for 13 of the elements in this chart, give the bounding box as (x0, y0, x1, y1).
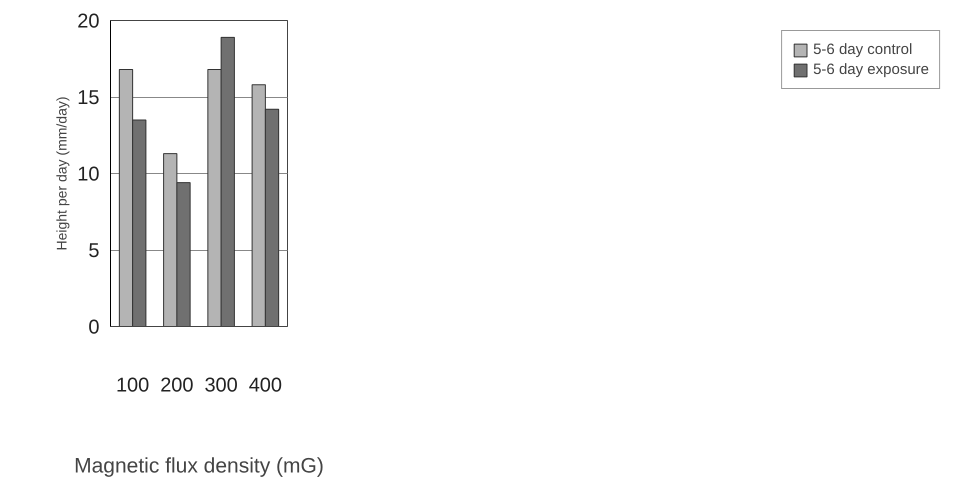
y-tick-label: 20 (77, 10, 100, 32)
legend-label: 5-6 day control (813, 41, 912, 58)
y-tick-label: 15 (77, 87, 100, 109)
x-tick-label: 300 (204, 374, 238, 396)
y-tick-label: 0 (88, 316, 100, 338)
y-tick-label: 5 (88, 240, 100, 262)
x-tick-label: 400 (248, 374, 282, 396)
x-tick-label: 100 (116, 374, 150, 396)
legend-label: 5-6 day exposure (813, 61, 929, 78)
y-axis-title: Height per day (mm/day) (53, 96, 70, 251)
x-axis-title: Magnetic flux density (mG) (74, 454, 324, 478)
y-tick-label: 10 (77, 164, 100, 186)
x-tick-label: 200 (160, 374, 194, 396)
